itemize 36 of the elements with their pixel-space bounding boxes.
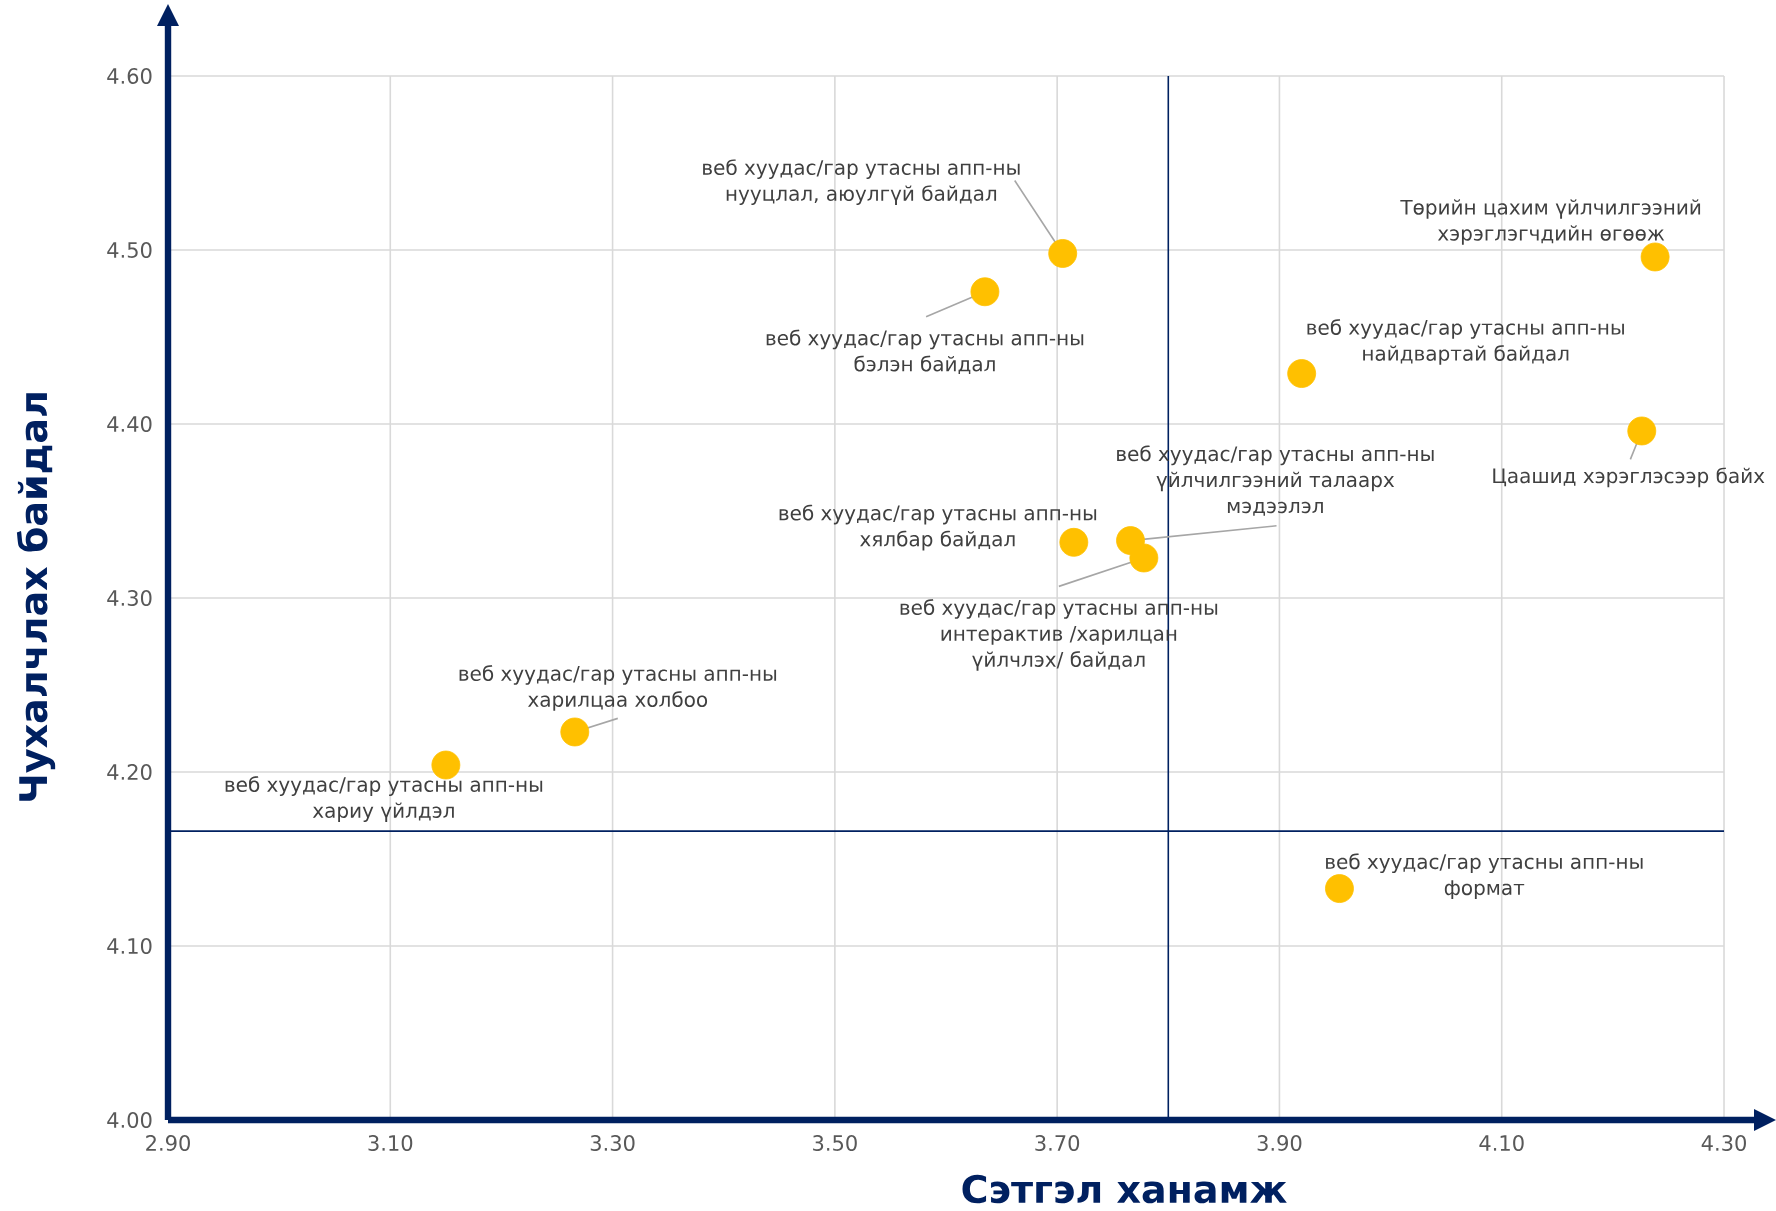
x-axis-title: Сэтгэл ханамж: [962, 1174, 1287, 1204]
x-tick-label: 3.90: [1257, 1135, 1302, 1151]
x-tick-label: 3.10: [368, 1135, 413, 1151]
x-tick-label: 2.90: [146, 1135, 190, 1151]
point: [1059, 527, 1089, 557]
y-tick-label: 4.10: [107, 938, 152, 954]
x-tick-label: 3.70: [1035, 1135, 1080, 1151]
annotation: веб хуудас/гар утасны апп-ны найдвартай байдал: [1307, 319, 1624, 365]
x-tick-label: 3.50: [813, 1135, 857, 1151]
annotation: веб хуудас/гар утасны апп-ны харилцаа холбоо: [459, 665, 777, 711]
point: [1627, 416, 1657, 446]
annotation: веб хуудас/гар утасны апп-ны формат: [1326, 853, 1643, 900]
point: [431, 750, 461, 780]
point: [1325, 874, 1354, 903]
point: [970, 277, 1000, 307]
y-axis-title: Чухалчлах байдал: [16, 393, 56, 801]
annotation: Төрийн цахим үйлчилгээний хэрэглэгчдийн өгөөж: [1400, 199, 1701, 245]
point: [1048, 239, 1078, 268]
x-tick-label: 4.30: [1701, 1135, 1746, 1151]
y-tick-label: 4.50: [107, 242, 152, 258]
y-tick-label: 4.20: [107, 764, 152, 780]
x-tick-label: 4.10: [1479, 1135, 1524, 1151]
annotation: веб хуудас/гар утасны апп-ны хариу үйлдэл: [225, 776, 543, 822]
y-tick-label: 4.30: [107, 590, 152, 606]
point: [1129, 543, 1159, 573]
x-tick-label: 3.30: [590, 1135, 635, 1151]
annotation: Цаашид хэрэглэсээр байх: [1493, 467, 1765, 488]
point: [560, 717, 590, 747]
y-tick-label: 4.00: [107, 1112, 152, 1128]
y-tick-label: 4.60: [107, 68, 152, 84]
point: [1287, 359, 1317, 388]
annotation: веб хуудас/гар утасны апп-ны бэлэн байдал: [766, 329, 1084, 374]
annotation: веб хуудас/гар утасны апп-ны хялбар байдал: [779, 504, 1097, 551]
annotation: веб хуудас/гар утасны апп-ны нууцлал, аюулгүй байдал: [703, 159, 1020, 205]
y-tick-label: 4.40: [107, 416, 152, 432]
point: [1640, 242, 1670, 272]
